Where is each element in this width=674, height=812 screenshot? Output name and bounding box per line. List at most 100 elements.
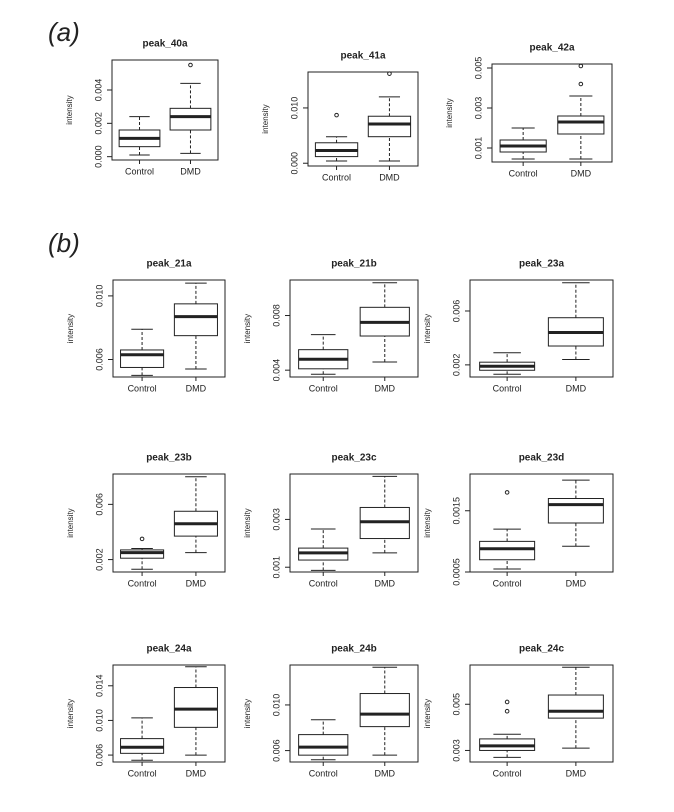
y-tick-label: 0.000 [289, 152, 299, 175]
y-tick-label: 0.002 [451, 354, 461, 377]
outlier [504, 708, 510, 714]
x-tick-label: Control [128, 383, 157, 393]
outlier [504, 490, 510, 495]
y-tick-label: 0.005 [473, 57, 483, 80]
outlier [387, 71, 392, 76]
chart-title: peak_24c [519, 644, 564, 655]
outlier [139, 536, 145, 542]
plot-frame [307, 71, 419, 167]
y-axis-label: intensity [423, 699, 432, 728]
y-tick-label: 0.002 [94, 548, 104, 571]
chart-title: peak_24a [146, 644, 191, 655]
x-tick-label: Control [322, 172, 351, 182]
y-axis-label: intensity [445, 98, 454, 127]
y-axis-label: intensity [65, 95, 74, 124]
y-axis-label: intensity [66, 508, 75, 537]
x-tick-label: DMD [375, 768, 396, 778]
chart-title: peak_42a [529, 43, 574, 54]
y-axis-label: intensity [243, 699, 252, 728]
x-tick-label: DMD [180, 166, 201, 176]
y-axis-label: intensity [66, 314, 75, 343]
panel-label: (a) [48, 17, 80, 47]
box [547, 694, 604, 719]
box [367, 115, 412, 138]
y-tick-label: 0.006 [451, 300, 461, 323]
x-tick-label: DMD [566, 768, 587, 778]
y-axis-label: intensity [243, 508, 252, 537]
y-tick-label: 0.000 [93, 145, 103, 168]
y-axis-label: intensity [261, 104, 270, 133]
x-tick-label: DMD [186, 383, 207, 393]
y-tick-label: 0.010 [94, 709, 104, 732]
box [479, 540, 536, 561]
x-tick-label: Control [493, 768, 522, 778]
plot-frame [112, 664, 226, 763]
x-tick-label: DMD [186, 768, 207, 778]
box [359, 693, 410, 728]
y-tick-label: 0.002 [93, 112, 103, 135]
x-tick-label: Control [125, 166, 154, 176]
y-tick-label: 0.003 [451, 739, 461, 762]
y-tick-label: 0.006 [271, 739, 281, 762]
chart-title: peak_24b [331, 644, 377, 655]
outlier [578, 63, 584, 69]
y-tick-label: 0.006 [94, 744, 104, 767]
y-tick-label: 0.001 [271, 556, 281, 579]
chart-title: peak_21a [146, 259, 191, 270]
y-tick-label: 0.003 [473, 97, 483, 120]
y-tick-label: 0.014 [94, 675, 104, 698]
y-tick-label: 0.004 [271, 359, 281, 382]
y-tick-label: 0.006 [94, 493, 104, 516]
x-tick-label: DMD [571, 168, 592, 178]
outlier [334, 112, 339, 118]
y-tick-label: 0.004 [93, 79, 103, 102]
plot-frame [112, 473, 226, 573]
x-tick-label: Control [509, 168, 538, 178]
y-tick-label: 0.0015 [451, 497, 461, 525]
box [547, 498, 604, 524]
x-tick-label: Control [128, 768, 157, 778]
y-tick-label: 0.005 [451, 693, 461, 716]
y-tick-label: 0.006 [94, 348, 104, 371]
x-tick-label: DMD [566, 383, 587, 393]
chart-title: peak_40a [142, 39, 187, 50]
y-axis-label: intensity [66, 699, 75, 728]
plot-frame [491, 63, 613, 163]
x-tick-label: Control [493, 383, 522, 393]
x-tick-label: Control [128, 578, 157, 588]
x-tick-label: DMD [379, 172, 400, 182]
panel-label: (b) [48, 228, 80, 258]
box [173, 687, 218, 728]
plot-frame [289, 279, 419, 378]
plot-frame [289, 473, 419, 573]
y-tick-label: 0.0005 [451, 558, 461, 586]
y-axis-label: intensity [423, 314, 432, 343]
y-tick-label: 0.010 [289, 97, 299, 120]
plot-frame [111, 59, 219, 161]
plot-frame [112, 279, 226, 378]
x-tick-label: DMD [375, 578, 396, 588]
box [120, 349, 165, 368]
y-axis-label: intensity [423, 508, 432, 537]
y-tick-label: 0.001 [473, 137, 483, 160]
plot-frame [289, 664, 419, 763]
y-tick-label: 0.010 [94, 285, 104, 308]
chart-title: peak_23d [519, 453, 565, 464]
outlier [578, 81, 584, 87]
plot-frame [469, 664, 614, 763]
chart-title: peak_23b [146, 453, 192, 464]
box [298, 734, 349, 756]
x-tick-label: DMD [186, 578, 207, 588]
box [557, 115, 605, 135]
chart-title: peak_41a [340, 51, 385, 62]
y-tick-label: 0.008 [271, 304, 281, 327]
chart-title: peak_21b [331, 259, 377, 270]
box [173, 303, 218, 337]
x-tick-label: DMD [566, 578, 587, 588]
chart-title: peak_23c [331, 453, 376, 464]
plot-frame [469, 473, 614, 573]
x-tick-label: Control [493, 578, 522, 588]
x-tick-label: DMD [375, 383, 396, 393]
x-tick-label: Control [309, 768, 338, 778]
